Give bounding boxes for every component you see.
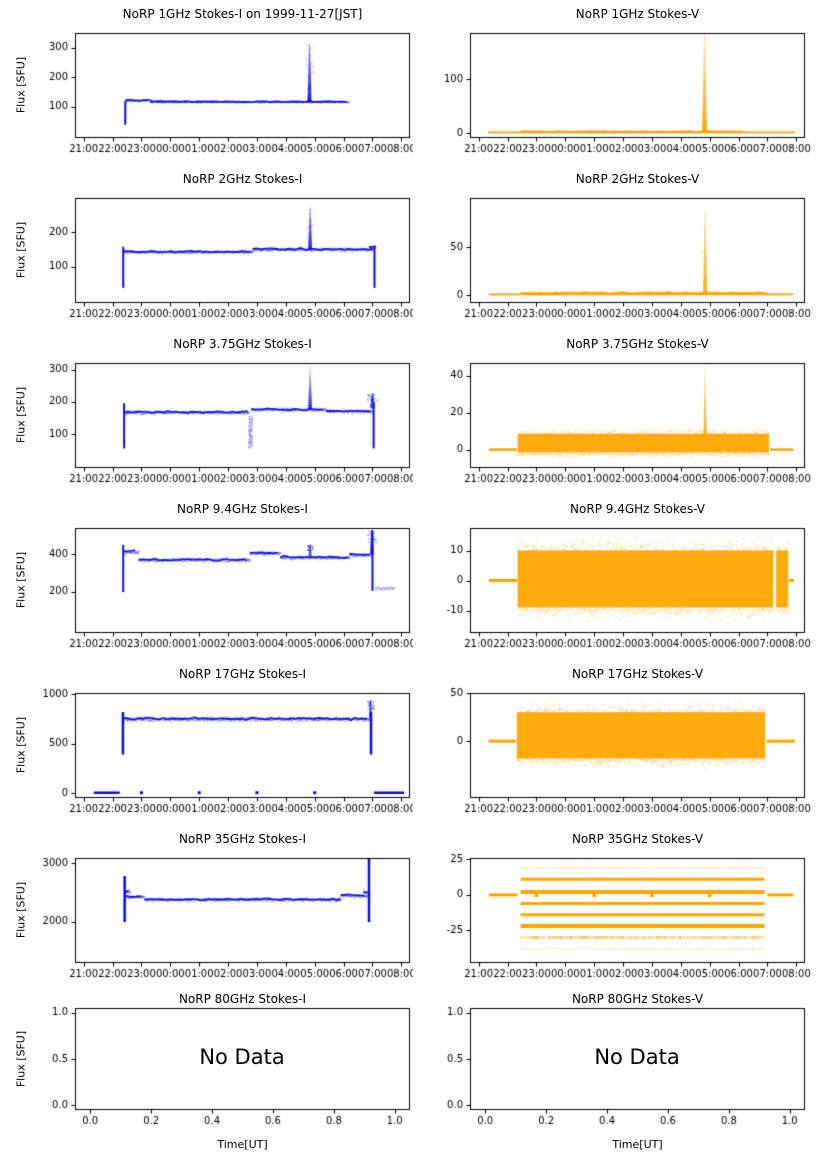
plot-canvas-17ghz-stokes-i: [0, 660, 413, 825]
subplot-norp-3p75ghz-stokes-v: NoRP 3.75GHz Stokes-V: [413, 330, 827, 495]
plot-canvas-80ghz-stokes-v: [413, 990, 827, 1169]
plot-canvas-1ghz-stokes-i: [0, 0, 413, 165]
no-data-label: No Data: [594, 1045, 680, 1069]
subplot-norp-80ghz-stokes-v: NoRP 80GHz Stokes-V No Data Time[UT]: [413, 990, 827, 1169]
x-axis-label: Time[UT]: [217, 1138, 268, 1151]
subplot-norp-3p75ghz-stokes-i: NoRP 3.75GHz Stokes-I Flux [SFU]: [0, 330, 413, 495]
plot-title: NoRP 1GHz Stokes-V: [575, 7, 700, 21]
subplot-norp-9p4ghz-stokes-v: NoRP 9.4GHz Stokes-V: [413, 495, 827, 660]
plot-title: NoRP 2GHz Stokes-I: [182, 172, 303, 186]
plot-title: NoRP 3.75GHz Stokes-V: [566, 337, 709, 351]
x-axis-label: Time[UT]: [612, 1138, 663, 1151]
plot-title: NoRP 9.4GHz Stokes-I: [177, 502, 308, 516]
y-axis-label: Flux [SFU]: [14, 881, 28, 939]
plot-canvas-2ghz-stokes-i: [0, 165, 413, 330]
y-axis-label: Flux [SFU]: [14, 221, 28, 279]
subplot-norp-35ghz-stokes-i: NoRP 35GHz Stokes-I Flux [SFU]: [0, 825, 413, 990]
plot-title: NoRP 3.75GHz Stokes-I: [173, 337, 312, 351]
subplot-norp-2ghz-stokes-i: NoRP 2GHz Stokes-I Flux [SFU]: [0, 165, 413, 330]
plot-canvas-2ghz-stokes-v: [413, 165, 827, 330]
y-axis-label: Flux [SFU]: [14, 386, 28, 444]
plot-title: NoRP 17GHz Stokes-V: [571, 667, 704, 681]
subplot-norp-17ghz-stokes-v: NoRP 17GHz Stokes-V: [413, 660, 827, 825]
plot-canvas-1ghz-stokes-v: [413, 0, 827, 165]
y-axis-label: Flux [SFU]: [14, 551, 28, 609]
y-axis-label: Flux [SFU]: [14, 716, 28, 774]
subplot-norp-17ghz-stokes-i: NoRP 17GHz Stokes-I Flux [SFU]: [0, 660, 413, 825]
plot-canvas-17ghz-stokes-v: [413, 660, 827, 825]
plot-title: NoRP 80GHz Stokes-V: [571, 992, 704, 1006]
plot-canvas-35ghz-stokes-i: [0, 825, 413, 990]
plot-title: NoRP 35GHz Stokes-V: [571, 832, 704, 846]
subplot-norp-9p4ghz-stokes-i: NoRP 9.4GHz Stokes-I Flux [SFU]: [0, 495, 413, 660]
no-data-label: No Data: [199, 1045, 285, 1069]
subplot-norp-1ghz-stokes-i: NoRP 1GHz Stokes-I on 1999-11-27[JST] Fl…: [0, 0, 413, 165]
subplot-norp-80ghz-stokes-i: NoRP 80GHz Stokes-I Flux [SFU] No Data T…: [0, 990, 413, 1169]
plot-canvas-9p4ghz-stokes-v: [413, 495, 827, 660]
plot-title: NoRP 35GHz Stokes-I: [178, 832, 307, 846]
plot-title: NoRP 2GHz Stokes-V: [575, 172, 700, 186]
subplot-norp-1ghz-stokes-v: NoRP 1GHz Stokes-V: [413, 0, 827, 165]
plot-title: NoRP 80GHz Stokes-I: [178, 992, 307, 1006]
plot-canvas-35ghz-stokes-v: [413, 825, 827, 990]
y-axis-label: Flux [SFU]: [14, 1030, 28, 1088]
plot-canvas-9p4ghz-stokes-i: [0, 495, 413, 660]
plot-canvas-3p75ghz-stokes-i: [0, 330, 413, 495]
plot-title: NoRP 9.4GHz Stokes-V: [570, 502, 705, 516]
subplot-norp-35ghz-stokes-v: NoRP 35GHz Stokes-V: [413, 825, 827, 990]
plot-title: NoRP 1GHz Stokes-I on 1999-11-27[JST]: [122, 7, 363, 21]
subplot-norp-2ghz-stokes-v: NoRP 2GHz Stokes-V: [413, 165, 827, 330]
y-axis-label: Flux [SFU]: [14, 56, 28, 114]
plot-canvas-80ghz-stokes-i: [0, 990, 413, 1169]
plot-canvas-3p75ghz-stokes-v: [413, 330, 827, 495]
plot-title: NoRP 17GHz Stokes-I: [178, 667, 307, 681]
